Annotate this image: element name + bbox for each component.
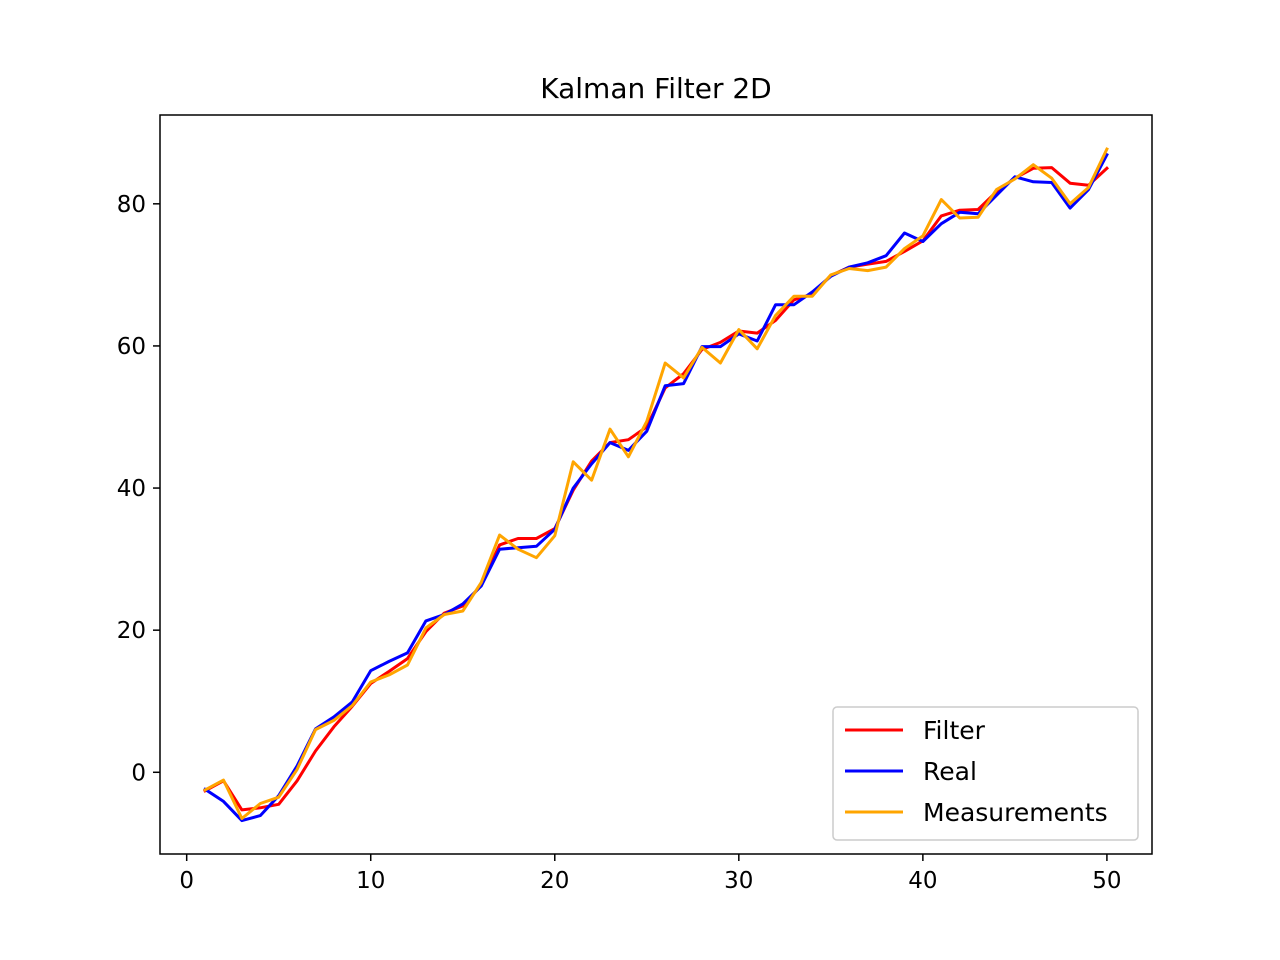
series-layer (203, 147, 1110, 823)
x-tick-label: 10 (356, 868, 385, 894)
legend-label-real: Real (923, 757, 977, 786)
y-tick-label: 40 (117, 476, 146, 502)
legend-box (832, 706, 1139, 841)
y-axis: 0 20 40 60 80 (117, 192, 160, 786)
x-tick-label: 30 (724, 868, 753, 894)
x-tick-label: 20 (540, 868, 569, 894)
y-tick-label: 60 (117, 334, 146, 360)
legend-label-filter: Filter (923, 716, 986, 745)
x-tick-label: 0 (179, 868, 194, 894)
y-tick-label: 0 (131, 760, 146, 786)
y-tick-label: 20 (117, 618, 146, 644)
series-line-measurements (203, 147, 1109, 820)
x-tick-label: 50 (1092, 868, 1121, 894)
x-axis: 0 10 20 30 40 50 (179, 854, 1122, 894)
legend-label-measurements: Measurements (923, 798, 1108, 827)
chart-title: Kalman Filter 2D (540, 72, 772, 105)
x-tick-label: 40 (908, 868, 937, 894)
legend: Filter Real Measurements (832, 706, 1139, 841)
plot-frame (159, 114, 1153, 855)
y-tick-label: 80 (117, 192, 146, 218)
